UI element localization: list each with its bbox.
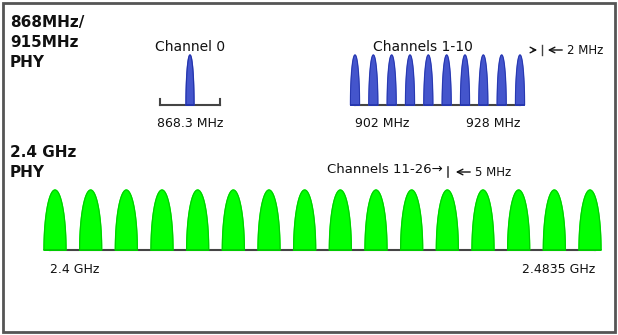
- Polygon shape: [80, 190, 102, 250]
- Text: Channels 11-26→: Channels 11-26→: [328, 163, 443, 176]
- Polygon shape: [497, 55, 506, 105]
- Polygon shape: [579, 190, 601, 250]
- Polygon shape: [479, 55, 488, 105]
- Polygon shape: [515, 55, 525, 105]
- Text: 902 MHz: 902 MHz: [355, 117, 409, 130]
- Polygon shape: [472, 190, 494, 250]
- FancyBboxPatch shape: [3, 3, 615, 332]
- Text: 868.3 MHz: 868.3 MHz: [157, 117, 223, 130]
- Text: 928 MHz: 928 MHz: [465, 117, 520, 130]
- Polygon shape: [436, 190, 459, 250]
- Text: Channel 0: Channel 0: [155, 40, 225, 54]
- Polygon shape: [460, 55, 470, 105]
- Polygon shape: [365, 190, 387, 250]
- Polygon shape: [294, 190, 316, 250]
- Text: Channels 1-10: Channels 1-10: [373, 40, 472, 54]
- Polygon shape: [369, 55, 378, 105]
- Polygon shape: [44, 190, 66, 250]
- Text: 2.4 GHz
PHY: 2.4 GHz PHY: [10, 145, 77, 180]
- Polygon shape: [400, 190, 423, 250]
- Polygon shape: [405, 55, 415, 105]
- Polygon shape: [151, 190, 173, 250]
- Polygon shape: [507, 190, 530, 250]
- Text: 2.4 GHz: 2.4 GHz: [50, 263, 99, 276]
- Polygon shape: [187, 190, 209, 250]
- Text: 2.4835 GHz: 2.4835 GHz: [522, 263, 595, 276]
- Polygon shape: [116, 190, 137, 250]
- Polygon shape: [442, 55, 451, 105]
- Polygon shape: [186, 55, 194, 105]
- Polygon shape: [329, 190, 352, 250]
- Polygon shape: [258, 190, 280, 250]
- Text: 868MHz/
915MHz
PHY: 868MHz/ 915MHz PHY: [10, 15, 85, 70]
- Polygon shape: [387, 55, 396, 105]
- Text: 5 MHz: 5 MHz: [475, 165, 511, 179]
- Polygon shape: [424, 55, 433, 105]
- Polygon shape: [222, 190, 244, 250]
- Polygon shape: [350, 55, 360, 105]
- Text: 2 MHz: 2 MHz: [567, 44, 603, 57]
- Polygon shape: [543, 190, 565, 250]
